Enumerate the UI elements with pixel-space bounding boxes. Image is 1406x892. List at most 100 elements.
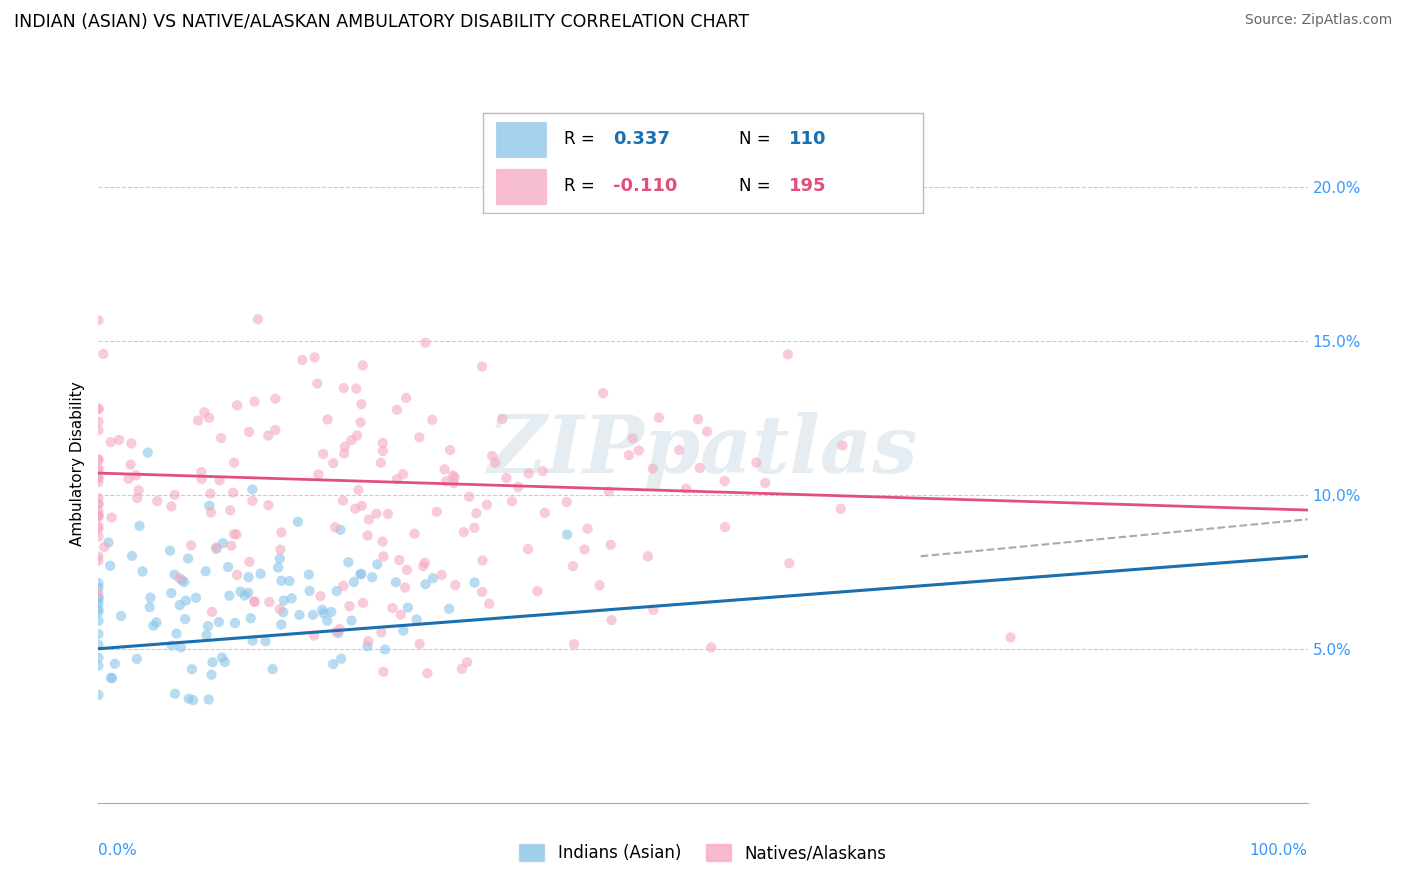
Point (366, 558, 388, 572)
Point (453, 525, 475, 540)
Point (830, 501, 852, 516)
Point (87, 471, 110, 485)
Point (269, 551, 291, 566)
Point (197, 692, 219, 706)
Point (325, 624, 347, 639)
Point (686, 412, 709, 426)
Point (316, 614, 339, 628)
Point (163, 567, 186, 582)
Point (257, 498, 280, 512)
Point (343, 575, 366, 590)
Point (287, 515, 309, 529)
Point (599, 538, 621, 552)
Point (415, 577, 437, 591)
Point (87, 596, 110, 610)
Point (98, 558, 121, 573)
Point (416, 666, 439, 681)
Point (385, 472, 408, 486)
Point (163, 687, 186, 701)
Text: 195: 195 (789, 178, 825, 195)
Point (87, 313, 110, 327)
Point (270, 617, 292, 632)
Text: N =: N = (740, 130, 776, 148)
Text: 110: 110 (789, 130, 825, 148)
Point (370, 625, 392, 640)
Point (326, 584, 349, 599)
Text: R =: R = (564, 130, 599, 148)
Point (169, 571, 191, 585)
Point (87, 605, 110, 619)
Point (87, 498, 110, 512)
Point (323, 520, 346, 534)
Point (87, 402, 110, 417)
Point (200, 667, 222, 681)
Point (309, 589, 332, 603)
Point (344, 501, 367, 516)
Point (254, 634, 277, 648)
Point (121, 549, 143, 563)
Point (389, 607, 412, 622)
Text: ZIPpatlas: ZIPpatlas (488, 411, 918, 489)
Point (333, 440, 356, 454)
Point (190, 465, 212, 479)
Point (201, 655, 224, 669)
Point (374, 642, 396, 657)
Point (131, 565, 153, 579)
Point (332, 579, 354, 593)
Point (307, 467, 329, 482)
Point (366, 507, 388, 521)
Point (160, 586, 183, 600)
Point (225, 527, 247, 541)
Point (349, 416, 371, 430)
Bar (496, 169, 546, 204)
Point (322, 657, 344, 672)
Text: 0.0%: 0.0% (98, 844, 138, 858)
Point (169, 598, 191, 612)
Point (478, 597, 501, 611)
Point (298, 567, 321, 582)
Point (198, 499, 221, 513)
Point (465, 506, 488, 520)
Point (242, 633, 264, 648)
Point (264, 423, 287, 437)
Point (344, 382, 367, 396)
Point (484, 456, 506, 470)
Point (350, 566, 373, 581)
Point (226, 568, 249, 582)
Point (87, 602, 110, 616)
Point (745, 455, 768, 469)
Point (243, 595, 266, 609)
Point (475, 498, 498, 512)
Text: 100.0%: 100.0% (1250, 844, 1308, 858)
Point (205, 541, 228, 555)
Point (104, 657, 127, 671)
Point (404, 526, 426, 541)
Point (267, 560, 290, 574)
Point (412, 559, 434, 574)
Point (87, 504, 110, 518)
Point (754, 475, 776, 490)
Point (93, 347, 115, 361)
Point (321, 605, 343, 619)
Point (456, 655, 478, 669)
Point (184, 591, 207, 605)
Point (385, 402, 408, 417)
Point (238, 555, 260, 569)
Point (87, 591, 110, 605)
Point (388, 553, 411, 567)
Point (139, 591, 162, 605)
FancyBboxPatch shape (482, 112, 924, 213)
Point (87, 453, 110, 467)
Point (87, 452, 110, 467)
Point (93, 540, 115, 554)
Point (217, 560, 239, 574)
Point (271, 605, 294, 619)
Point (181, 693, 204, 707)
Point (146, 494, 169, 508)
Bar (496, 122, 546, 157)
Point (87, 508, 110, 523)
Point (87, 491, 110, 505)
Point (288, 607, 311, 622)
Point (100, 510, 122, 524)
Point (329, 622, 352, 636)
